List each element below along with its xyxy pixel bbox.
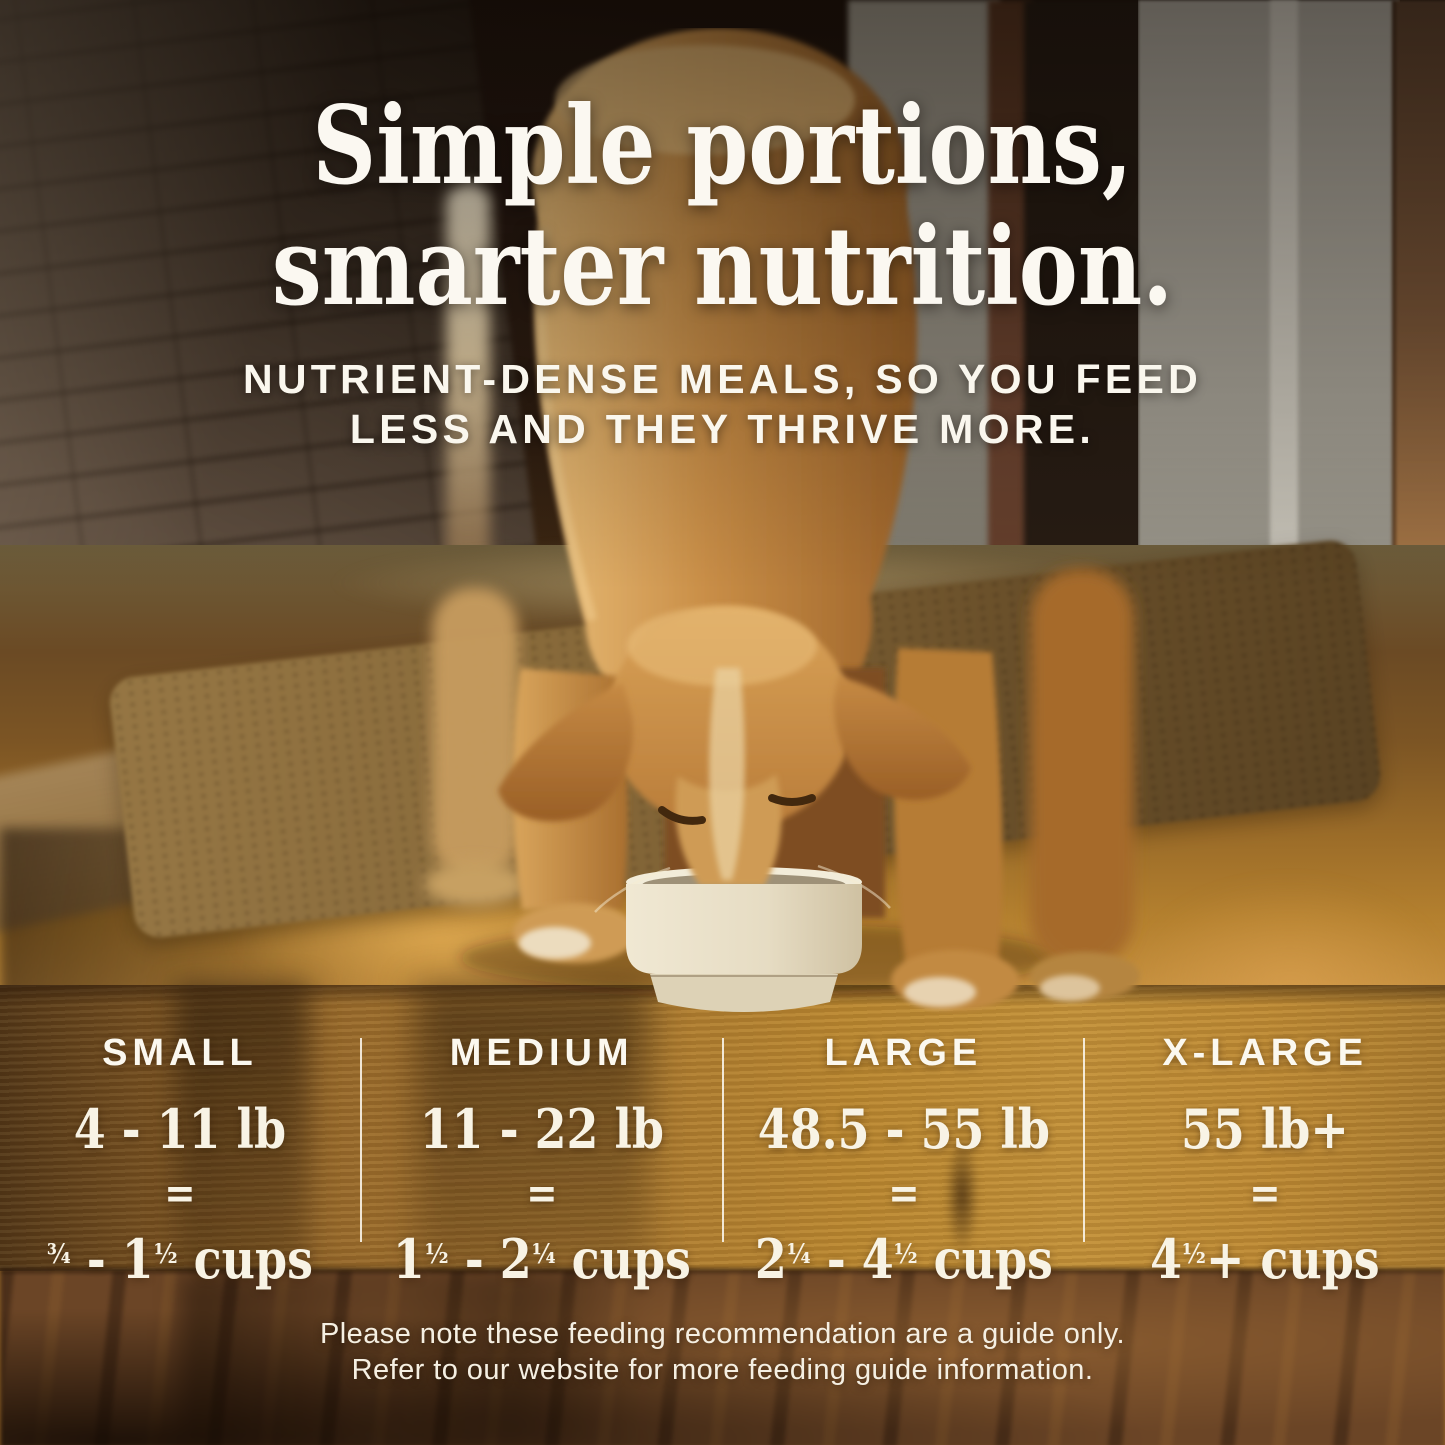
bowl-base <box>650 974 838 1012</box>
dog-eye-right <box>768 794 816 806</box>
subheadline: NUTRIENT-DENSE MEALS, SO YOU FEED LESS A… <box>0 354 1445 454</box>
hallway-floor-glow <box>330 540 1120 626</box>
size-label: LARGE <box>824 1032 983 1074</box>
weight-range: 55 lb+ <box>1181 1097 1350 1161</box>
dog-front-paw-right <box>891 950 1019 1010</box>
bowl-interior <box>642 874 846 896</box>
dog-eye-left <box>658 806 706 825</box>
size-label: SMALL <box>102 1032 258 1074</box>
runner-rug <box>107 537 1383 941</box>
weight-range: 48.5 - 55 lb <box>757 1097 1050 1161</box>
dog-ground-shadow <box>460 924 1060 992</box>
equals-sign: = <box>525 1168 558 1219</box>
dog-front-toes-right <box>904 977 976 1007</box>
floor-shadow <box>0 828 580 998</box>
equals-sign: = <box>1249 1168 1281 1219</box>
subheadline-line1: NUTRIENT-DENSE MEALS, SO YOU FEED <box>242 356 1203 402</box>
dog-whisker-right <box>817 864 891 909</box>
dog-front-leg-right <box>893 648 1003 968</box>
dog-hind-paw-left <box>425 862 525 906</box>
feeding-guide-table: SMALL 4 - 11 lb = ¾ - 1½ cups MEDIUM 11 … <box>0 1018 1445 1288</box>
headline-line2: smarter nutrition. <box>271 204 1174 330</box>
dog-crown-highlight <box>627 606 817 686</box>
disclaimer: Please note these feeding recommendation… <box>0 1316 1445 1388</box>
equals-sign: = <box>887 1168 920 1219</box>
equals-sign: = <box>164 1168 196 1219</box>
cups-range: ¾ - 1½ cups <box>46 1226 313 1291</box>
feeding-column-medium: MEDIUM 11 - 22 lb = 1½ - 2¼ cups <box>362 1018 722 1288</box>
dog-muzzle <box>675 774 782 886</box>
cups-range: 2¼ - 4½ cups <box>754 1226 1053 1291</box>
dog-hind-leg-left <box>432 588 518 878</box>
dog-ear-right <box>833 676 971 800</box>
wood-floor <box>0 545 1445 993</box>
dog-hind-paw-right <box>1030 952 1140 1000</box>
dog-head <box>608 606 852 830</box>
dog-hind-toes-right <box>1040 975 1100 1001</box>
feeding-column-xlarge: X-LARGE 55 lb+ = 4½+ cups <box>1085 1018 1445 1288</box>
dog-whisker-left <box>594 866 671 913</box>
subheadline-line2: LESS AND THEY THRIVE MORE. <box>349 406 1096 452</box>
size-label: MEDIUM <box>449 1032 634 1074</box>
dog-hind-leg-right <box>1030 568 1134 968</box>
dog-front-toes-left <box>519 927 591 959</box>
dog-chest-shade <box>665 668 885 918</box>
dog-front-leg-left <box>512 668 628 910</box>
feeding-column-large: LARGE 48.5 - 55 lb = 2¼ - 4½ cups <box>724 1018 1084 1288</box>
disclaimer-line2: Refer to our website for more feeding gu… <box>351 1354 1094 1386</box>
disclaimer-line1: Please note these feeding recommendation… <box>320 1318 1125 1350</box>
headline-line1: Simple portions, <box>312 83 1133 209</box>
headline: Simple portions, smarter nutrition. NUTR… <box>0 86 1445 454</box>
bare-floor-strip <box>0 687 447 935</box>
feeding-column-small: SMALL 4 - 11 lb = ¾ - 1½ cups <box>0 1018 360 1288</box>
dog-blaze <box>709 668 745 880</box>
floor-light-patch <box>225 878 655 998</box>
weight-range: 11 - 22 lb <box>419 1097 664 1161</box>
size-label: X-LARGE <box>1162 1032 1368 1074</box>
dog-ear-left <box>498 683 634 822</box>
bowl-body <box>626 884 862 974</box>
bowl-back-rim <box>626 867 862 897</box>
weight-range: 4 - 11 lb <box>73 1097 287 1161</box>
dog-front-paw-left <box>513 903 637 963</box>
cups-range: 1½ - 2¼ cups <box>392 1226 691 1291</box>
cups-range: 4½+ cups <box>1150 1226 1380 1291</box>
